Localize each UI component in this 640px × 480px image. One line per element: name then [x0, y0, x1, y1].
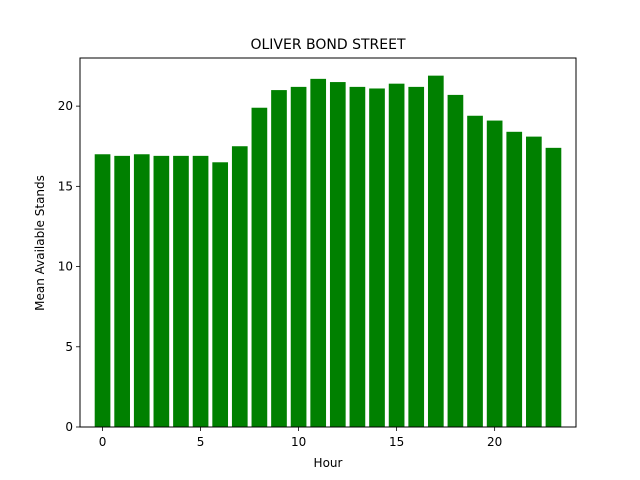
bar-hour-8	[251, 107, 268, 428]
bar-hour-21	[506, 131, 523, 428]
bar-hour-13	[349, 86, 366, 427]
bar-hour-20	[486, 120, 503, 427]
y-axis-label: Mean Available Stands	[33, 175, 47, 311]
bar-hour-12	[329, 82, 346, 427]
plot-frame	[79, 57, 577, 428]
x-axis-label: Hour	[314, 456, 343, 470]
bar-hour-18	[447, 94, 464, 428]
bar-hour-10	[290, 86, 307, 427]
bar-hour-16	[408, 86, 425, 427]
y-tick-label: 10	[58, 260, 73, 274]
x-tick-label: 20	[487, 435, 502, 449]
bar-hour-5	[192, 155, 209, 427]
bar-hour-19	[467, 115, 483, 427]
bar-hour-14	[369, 88, 385, 427]
bar-hour-3	[153, 155, 170, 427]
chart-title: OLIVER BOND STREET	[250, 37, 405, 53]
bar-hour-23	[545, 147, 562, 427]
y-axis: 0 5 10 15 20	[58, 99, 80, 434]
bar-hour-7	[231, 146, 248, 427]
bars-group	[94, 75, 562, 428]
x-axis: 0 5 10 15 20	[99, 427, 502, 449]
y-tick-label: 15	[58, 179, 73, 193]
bar-hour-6	[212, 162, 229, 428]
x-tick-label: 15	[389, 435, 404, 449]
bar-hour-9	[271, 90, 287, 427]
bar-hour-0	[94, 154, 111, 427]
y-tick-label: 20	[58, 99, 73, 113]
bar-hour-22	[526, 136, 542, 427]
bar-hour-17	[427, 75, 444, 427]
x-tick-label: 5	[197, 435, 205, 449]
x-tick-label: 0	[99, 435, 107, 449]
x-tick-label: 10	[291, 435, 306, 449]
y-tick-label: 5	[65, 340, 73, 354]
bar-hour-1	[114, 155, 130, 427]
bar-hour-4	[173, 155, 189, 427]
bar-hour-11	[310, 78, 327, 428]
bar-hour-2	[133, 154, 150, 427]
y-tick-label: 0	[65, 420, 73, 434]
bar-hour-15	[388, 83, 405, 428]
